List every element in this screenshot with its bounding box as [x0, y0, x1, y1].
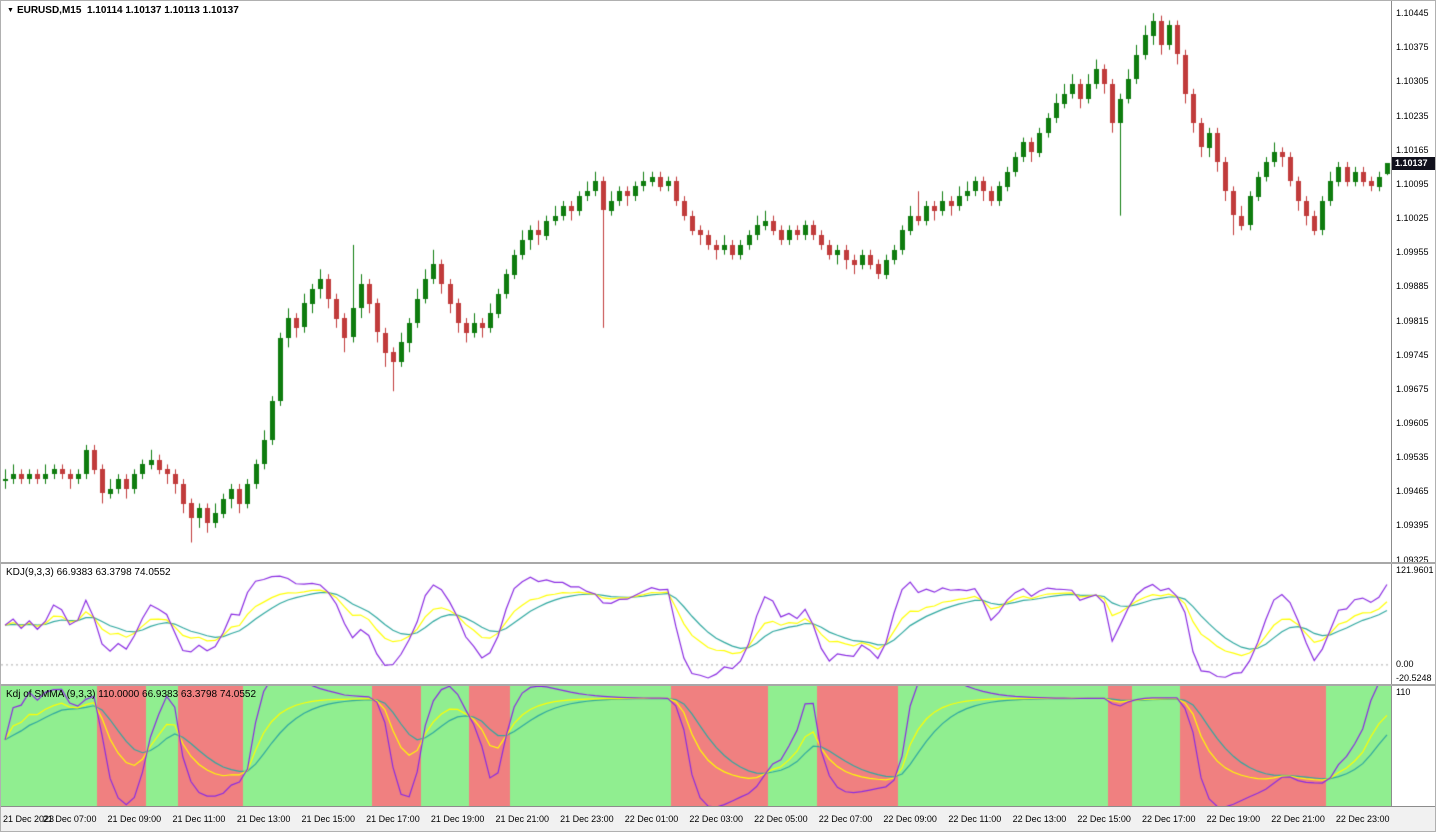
price-axis-label: 1.10305	[1396, 76, 1429, 87]
chart-title: ▼ EURUSD,M15 1.10114 1.10137 1.10113 1.10…	[7, 5, 239, 16]
kdj-indicator-panel: KDJ(9,3,3) 66.9383 63.3798 74.0552 121.9…	[1, 564, 1435, 684]
panel-divider[interactable]	[1, 684, 1435, 686]
time-axis-label: 22 Dec 13:00	[1012, 814, 1067, 824]
time-axis-label: 21 Dec 19:00	[430, 814, 485, 824]
time-axis-label: 22 Dec 09:00	[883, 814, 937, 824]
price-axis-label: 1.09605	[1396, 417, 1429, 428]
indicator-scale-label: 0.00	[1396, 659, 1414, 670]
main-chart-canvas[interactable]	[1, 1, 1391, 562]
price-axis-label: 1.09885	[1396, 281, 1429, 292]
kdj-scale-axis[interactable]: 121.9601 0.00 -20.5248	[1391, 564, 1435, 684]
time-axis-label: 22 Dec 07:00	[818, 814, 873, 824]
time-axis-label: 22 Dec 03:00	[689, 814, 743, 824]
time-axis-label: 21 Dec 13:00	[236, 814, 291, 824]
chart-title-symbol: EURUSD,M15	[16, 5, 82, 16]
indicator-scale-label: 121.9601	[1396, 565, 1434, 575]
time-axis-label: 22 Dec 11:00	[948, 814, 1002, 824]
time-axis-label: 22 Dec 05:00	[754, 814, 808, 824]
price-axis-label: 1.09815	[1396, 315, 1429, 326]
price-axis-label: 1.09675	[1396, 383, 1429, 394]
time-axis-label: 21 Dec 09:00	[107, 814, 162, 824]
indicator-scale-label: -20.5248	[1396, 673, 1432, 683]
kdj-panel-title: KDJ(9,3,3) 66.9383 63.3798 74.0552	[6, 567, 171, 578]
current-price-tag: 1.10137	[1392, 157, 1435, 171]
price-axis-label: 1.09955	[1396, 247, 1429, 258]
kdj-smma-panel-title: Kdj of SMMA (9,3,3) 110.0000 66.9383 63.…	[6, 689, 256, 700]
time-axis-label: 21 Dec 21:00	[495, 814, 550, 824]
indicator-scale-label: 110	[1396, 687, 1411, 697]
time-axis-label: 21 Dec 23:00	[560, 814, 614, 824]
price-axis-label: 1.10165	[1396, 144, 1429, 155]
time-axis-label: 22 Dec 19:00	[1206, 814, 1261, 824]
time-axis-label: 22 Dec 17:00	[1141, 814, 1196, 824]
price-axis-label: 1.09325	[1396, 554, 1429, 565]
price-axis-label: 1.09465	[1396, 486, 1429, 497]
price-axis[interactable]: 1.10137 1.10445 1.10375 1.10305 1.10235 1.10…	[1391, 1, 1435, 565]
time-axis-label: 21 Dec 15:00	[301, 814, 356, 824]
chart-dropdown-icon[interactable]: ▼	[7, 7, 14, 14]
time-axis-label: 22 Dec 21:00	[1271, 814, 1325, 824]
price-axis-label: 1.10445	[1396, 8, 1429, 19]
kdj-smma-scale-axis[interactable]: 110	[1391, 686, 1435, 806]
time-axis-label: 22 Dec 23:00	[1335, 814, 1390, 824]
time-axis-label: 22 Dec 15:00	[1077, 814, 1131, 824]
price-axis-label: 1.10095	[1396, 178, 1429, 189]
time-axis-label: 21 Dec 17:00	[366, 814, 420, 824]
price-axis-label: 1.09535	[1396, 452, 1429, 463]
time-axis[interactable]: 21 Dec 2023 21 Dec 07:00 21 Dec 09:00 21 De…	[1, 806, 1435, 831]
price-axis-label: 1.09395	[1396, 520, 1429, 531]
chart-title-ohlc: 1.10114 1.10137 1.10113 1.10137	[86, 5, 239, 16]
kdj-smma-canvas[interactable]	[1, 686, 1391, 806]
time-axis-label: 21 Dec 11:00	[172, 814, 226, 824]
price-axis-label: 1.10235	[1396, 110, 1429, 121]
panel-divider[interactable]	[1, 562, 1435, 564]
kdj-smma-indicator-panel: Kdj of SMMA (9,3,3) 110.0000 66.9383 63.…	[1, 686, 1435, 806]
main-chart-panel: ▼ EURUSD,M15 1.10114 1.10137 1.10113 1.10…	[1, 1, 1435, 565]
kdj-canvas[interactable]	[1, 564, 1391, 684]
time-axis-label: 21 Dec 07:00	[42, 814, 97, 824]
price-axis-label: 1.10025	[1396, 213, 1429, 224]
time-axis-label: 22 Dec 01:00	[624, 814, 679, 824]
price-axis-label: 1.09745	[1396, 349, 1429, 360]
price-axis-label: 1.10375	[1396, 42, 1429, 53]
time-axis-label: 21 Dec 2023	[3, 814, 55, 824]
